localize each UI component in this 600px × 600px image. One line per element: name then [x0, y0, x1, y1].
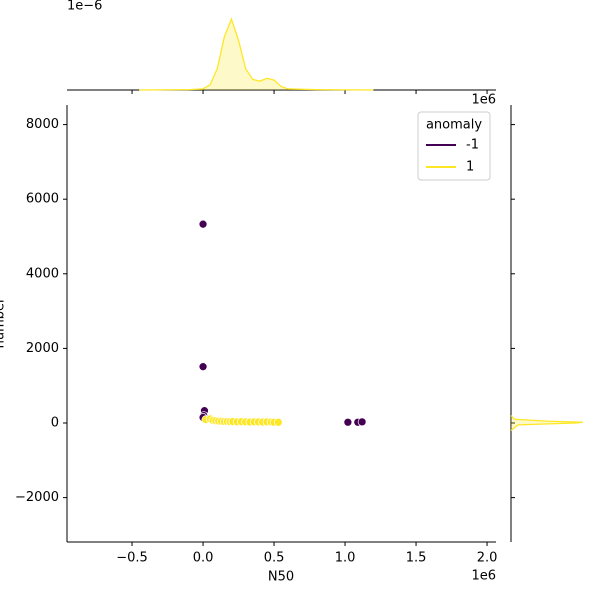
x-offset-label: 1e6 [471, 569, 496, 584]
legend-label: -1 [466, 138, 479, 153]
point [198, 362, 208, 372]
x-tick-label: 1.5 [406, 551, 427, 566]
density-area [511, 415, 583, 431]
y-tick-label: 0 [51, 416, 59, 431]
point [343, 417, 353, 427]
y-tick-label: 8000 [26, 117, 59, 132]
x-tick-label: −0.5 [116, 551, 148, 566]
point [273, 417, 283, 427]
y-axis-label: number [0, 297, 8, 348]
point [198, 219, 208, 229]
y-tick-label: 2000 [26, 341, 59, 356]
density-line [510, 415, 583, 431]
x-axis-label: N50 [268, 570, 294, 585]
legend-label: 1 [466, 160, 474, 175]
x-tick-label: 0.5 [264, 551, 285, 566]
density-offset-label: 1e−6 [67, 0, 102, 14]
x-tick-label: 0.0 [193, 551, 214, 566]
density-area [139, 19, 374, 90]
legend-title: anomaly [426, 118, 482, 133]
y-tick-label: 4000 [26, 266, 59, 281]
y-tick-label: 6000 [26, 192, 59, 207]
density-line [139, 17, 374, 91]
x-offset-label-top: 1e6 [471, 93, 496, 108]
x-tick-label: 1.0 [335, 551, 356, 566]
x-tick-label: 2.0 [477, 551, 498, 566]
point [357, 417, 367, 427]
y-tick-label: −2000 [15, 490, 59, 505]
